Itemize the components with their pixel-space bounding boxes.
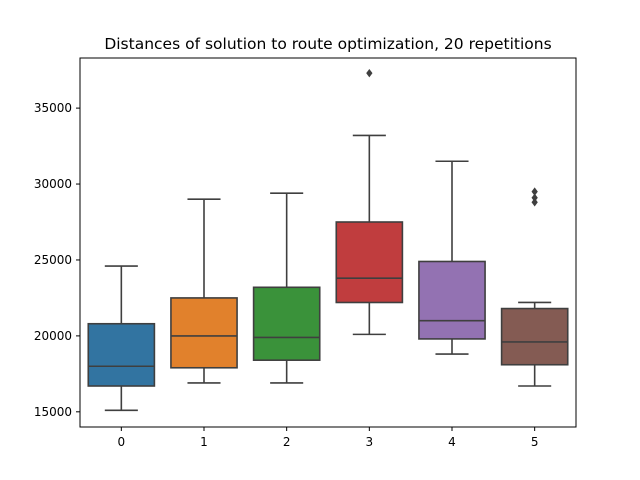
x-tick-label-5: 5 xyxy=(531,435,539,449)
box-0 xyxy=(87,265,156,412)
iqr-box-0 xyxy=(87,322,156,387)
box-1 xyxy=(170,198,238,384)
iqr-box-5 xyxy=(500,307,569,366)
outlier-3-0 xyxy=(366,68,373,78)
x-tick-label-0: 0 xyxy=(118,435,126,449)
x-tick-label-1: 1 xyxy=(200,435,208,449)
box-4 xyxy=(418,160,486,355)
y-tick-label-25000: 25000 xyxy=(34,253,72,267)
y-tick-label-30000: 30000 xyxy=(34,177,72,191)
x-tick-label-3: 3 xyxy=(366,435,374,449)
iqr-box-4 xyxy=(418,260,486,340)
plot-area: 0 1 2 3 4 5 15000 20000 25000 30000 35000 xyxy=(34,68,569,449)
outlier-5-0 xyxy=(531,198,538,207)
chart-title: Distances of solution to route optimizat… xyxy=(104,35,551,53)
y-tick-label-35000: 35000 xyxy=(34,101,72,115)
box-5 xyxy=(500,187,569,387)
box-3 xyxy=(335,68,404,336)
iqr-box-2 xyxy=(252,286,321,361)
iqr-box-3 xyxy=(335,221,404,304)
outlier-5-2 xyxy=(531,187,538,196)
y-tick-label-20000: 20000 xyxy=(34,329,72,343)
iqr-box-1 xyxy=(170,297,238,369)
x-tick-label-4: 4 xyxy=(448,435,456,449)
box-2 xyxy=(252,192,321,384)
plot-frame xyxy=(79,57,577,428)
outlier-5-1 xyxy=(531,193,538,202)
y-tick-label-15000: 15000 xyxy=(34,405,72,419)
x-tick-label-2: 2 xyxy=(283,435,291,449)
